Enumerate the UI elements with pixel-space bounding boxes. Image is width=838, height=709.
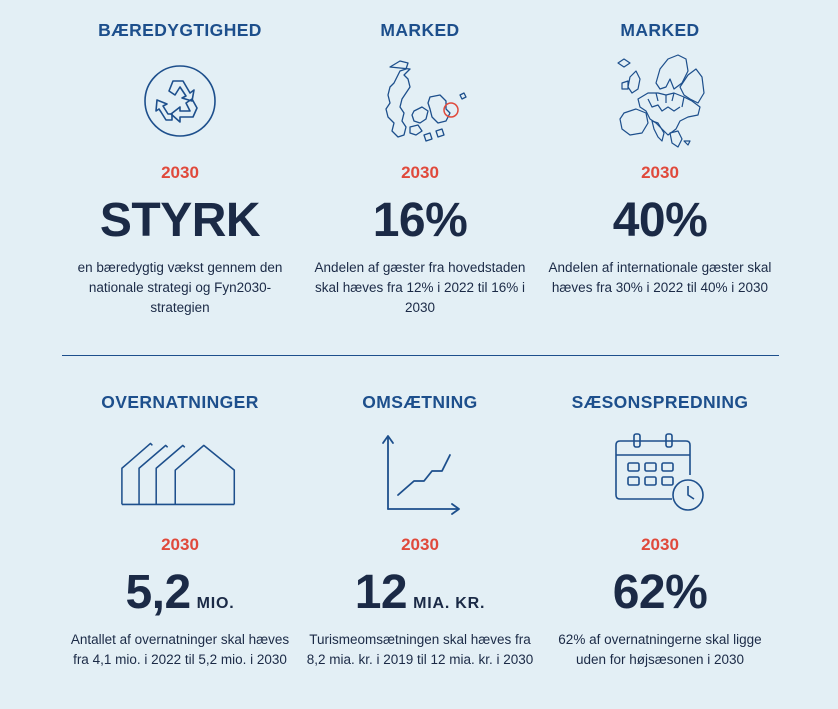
block-heading: BÆREDYGTIGHED [98, 18, 262, 42]
key-value: 12 MIA. KR. [355, 566, 486, 620]
europe-map-icon [600, 46, 720, 156]
description: Turismeomsætningen skal hæves fra 8,2 mi… [305, 630, 535, 670]
block-heading: SÆSONSPREDNING [572, 390, 749, 414]
value-text: 40% [613, 194, 708, 247]
description: Andelen af gæster fra hovedstaden skal h… [305, 258, 535, 318]
key-value: STYRK [100, 194, 260, 248]
value-text: 16% [373, 194, 468, 247]
key-value: 5,2 MIO. [125, 566, 234, 620]
growth-chart-icon [360, 418, 480, 528]
value-unit: MIO. [197, 595, 235, 612]
key-value: 62% [613, 566, 708, 620]
value-text: 12 [355, 566, 407, 619]
overnight-stays-block: OVERNATNINGER 2030 5,2 MIO. Antallet af o… [60, 390, 300, 670]
market-capital-block: MARKED 2030 16% Andelen af gæster fra ho… [300, 18, 540, 318]
key-value: 40% [613, 194, 708, 248]
calendar-clock-icon [600, 418, 720, 528]
block-heading: MARKED [620, 18, 699, 42]
key-value: 16% [373, 194, 468, 248]
recycle-icon [120, 46, 240, 156]
revenue-block: OMSÆTNING 2030 12 MIA. KR. Turismeomsætni… [300, 390, 540, 670]
description: Andelen af internationale gæster skal hæ… [545, 258, 775, 298]
description: en bæredygtig vækst gennem den nationale… [65, 258, 295, 318]
year-label: 2030 [401, 162, 439, 184]
block-heading: OVERNATNINGER [101, 390, 259, 414]
description: Antallet af overnatninger skal hæves fra… [65, 630, 295, 670]
sustainability-block: BÆREDYGTIGHED 2030 STYRK en bæredygtig v… [60, 18, 300, 318]
year-label: 2030 [641, 162, 679, 184]
denmark-map-icon [360, 46, 480, 156]
year-label: 2030 [401, 534, 439, 556]
houses-icon [120, 418, 240, 528]
description: 62% af overnatningerne skal ligge uden f… [545, 630, 775, 670]
block-heading: OMSÆTNING [362, 390, 477, 414]
year-label: 2030 [161, 162, 199, 184]
value-text: STYRK [100, 194, 260, 247]
season-spread-block: SÆSONSPREDNING 2030 62% 62% af overnatni… [540, 390, 780, 670]
section-divider [62, 355, 779, 356]
value-unit: MIA. KR. [413, 595, 485, 612]
block-heading: MARKED [380, 18, 459, 42]
market-international-block: MARKED 2030 40% Andelen af international… [540, 18, 780, 298]
value-text: 62% [613, 566, 708, 619]
value-text: 5,2 [125, 566, 190, 619]
year-label: 2030 [161, 534, 199, 556]
year-label: 2030 [641, 534, 679, 556]
